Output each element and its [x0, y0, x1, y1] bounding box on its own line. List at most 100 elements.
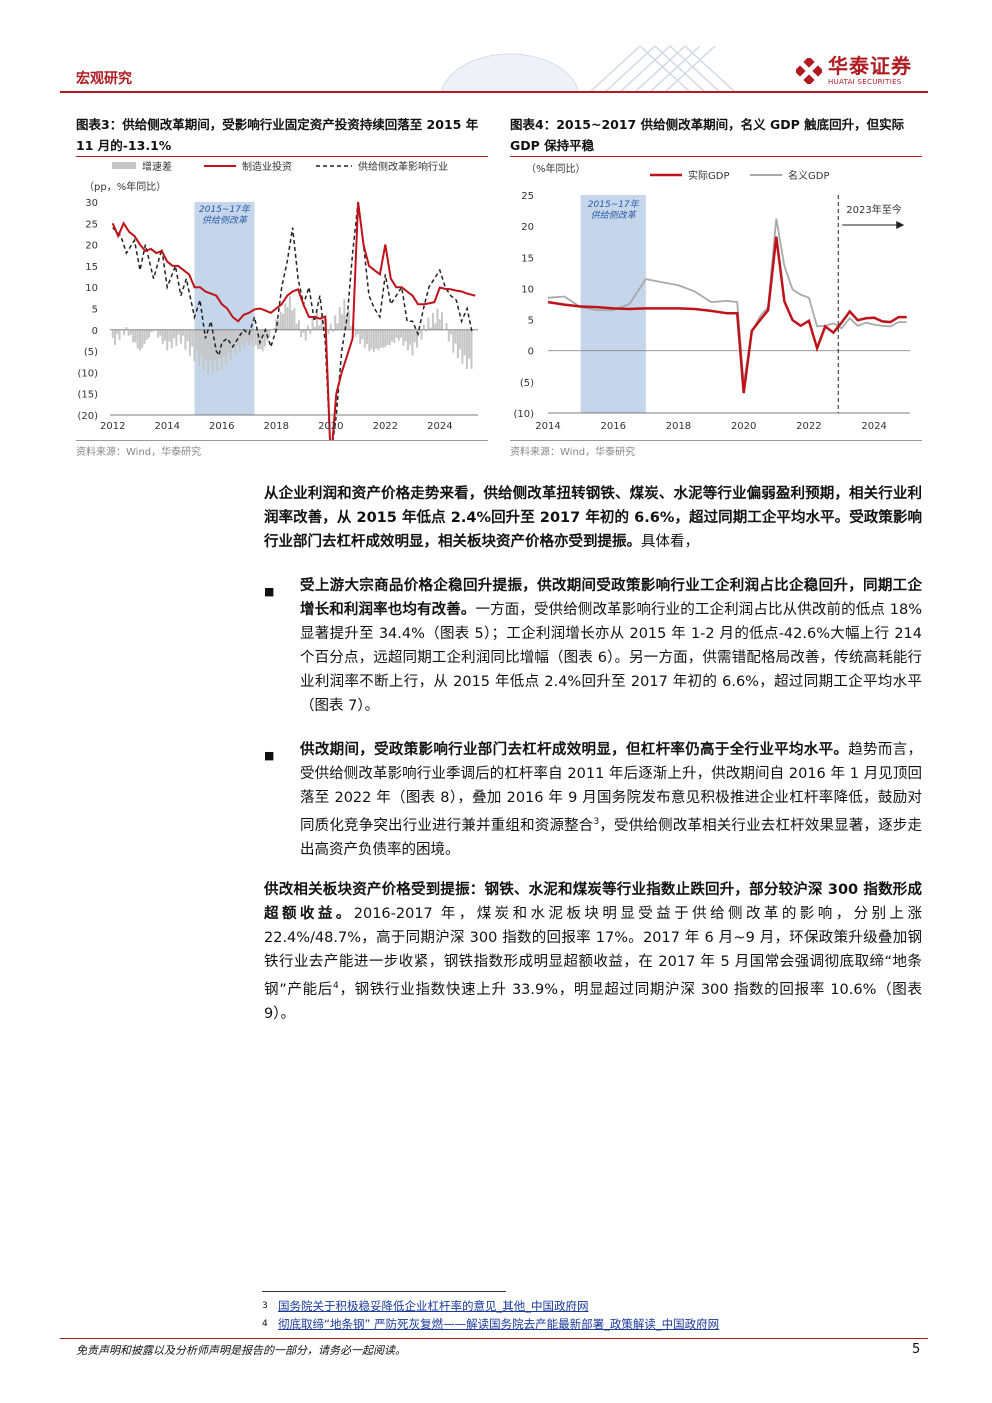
gap-bar — [116, 329, 119, 335]
y-tick-label: 30 — [85, 198, 98, 209]
gap-bar — [184, 329, 187, 350]
gap-bar — [157, 329, 160, 338]
gap-bar — [268, 329, 271, 338]
gap-bar — [250, 329, 253, 342]
bullet-paragraph-2: 供改期间，受政策影响行业部门去杠杆成效明显，但杠杆率仍高于全行业平均水平。趋势而… — [300, 738, 922, 862]
gap-bar — [313, 326, 316, 330]
gap-bar — [284, 303, 287, 330]
y-tick-label: (15) — [77, 390, 98, 401]
gap-bar — [125, 326, 128, 330]
gap-bar — [134, 329, 137, 343]
gap-bar — [257, 329, 260, 350]
gap-bar — [263, 329, 266, 347]
gap-bar — [379, 329, 382, 348]
manufacturing-line — [111, 201, 476, 440]
gap-bar — [334, 315, 337, 330]
figure-4-title-rule — [510, 156, 922, 157]
gap-bar — [225, 329, 228, 365]
gap-bar — [170, 329, 173, 349]
gap-bar — [470, 329, 473, 369]
bullet-1-bold: 受上游大宗商品价格企稳回升提振，供改期间受政策影响行业工企利润占比企稳回升，同期… — [300, 578, 922, 618]
gap-bar — [145, 329, 148, 341]
gap-bar — [154, 329, 157, 331]
footnote-3-link[interactable]: 国务院关于积极稳妥降低企业杠杆率的意见_其他_中国政府网 — [278, 1299, 589, 1313]
gap-bar — [234, 329, 237, 356]
gap-bar — [459, 329, 462, 350]
bullet-2-tail: ，受供给侧改革相关行业去杠杆效果显著，逐步走出高资产负债率的困境。 — [300, 817, 923, 858]
header-decoration — [440, 45, 736, 92]
x-tick-label: 2024 — [861, 421, 886, 432]
y-tick-label: 20 — [85, 241, 98, 252]
annotation-label: 2023年至今 — [846, 203, 901, 216]
gap-bar — [200, 329, 203, 356]
figure-3-bottom-rule — [76, 440, 488, 441]
gap-bar — [207, 329, 210, 375]
gap-bar — [148, 329, 151, 338]
gap-bar — [218, 329, 221, 359]
footnote-4-number: 4 — [262, 1319, 268, 1329]
gap-bar — [440, 311, 443, 330]
y-tick-label: (5) — [520, 378, 534, 389]
gap-bar — [175, 329, 178, 346]
gap-bar — [182, 329, 185, 336]
footnote-4-link[interactable]: 彻底取缔“地条钢” 严防死灰复燃——解读国务院去产能最新部署_政策解读_中国政府… — [278, 1317, 720, 1331]
gap-bar — [366, 329, 369, 345]
legend-label-supply-side: 供给侧改革影响行业 — [358, 160, 448, 173]
bullet-marker-2: ■ — [264, 749, 275, 762]
gap-bar — [195, 329, 198, 352]
gap-bar — [359, 329, 362, 345]
band-label-line1: 2015~17年 — [199, 204, 251, 215]
gap-bar — [341, 314, 344, 330]
gap-bar — [177, 329, 180, 335]
gap-bar — [279, 311, 282, 330]
x-tick-label: 2012 — [100, 421, 125, 432]
gap-bar — [111, 329, 114, 338]
gap-bar — [363, 329, 366, 348]
band-label-line1: 2015~17年 — [588, 199, 640, 210]
gap-bar — [259, 329, 262, 350]
gap-bar — [302, 329, 305, 333]
supply-side-line — [112, 201, 474, 440]
brand-name-en: HUATAI SECURITIES — [828, 78, 902, 86]
gap-bar — [320, 314, 323, 330]
gap-bar — [406, 329, 409, 351]
gap-bar — [243, 329, 246, 349]
legend-swatch-gap — [112, 162, 136, 169]
footnote-ref-4[interactable]: 4 — [333, 981, 339, 991]
band-label-line2: 供给侧改革 — [202, 215, 249, 226]
gap-bar — [311, 318, 314, 330]
gap-bar — [465, 329, 468, 369]
y-tick-label: 5 — [528, 316, 534, 327]
gap-bar — [309, 329, 312, 334]
gap-bar — [198, 329, 201, 366]
gap-bar — [336, 323, 339, 330]
y-tick-label: 5 — [92, 305, 98, 316]
gap-bar — [409, 329, 412, 345]
gap-bar — [391, 329, 394, 342]
intro-paragraph: 从企业利润和资产价格走势来看，供给侧改革扭转钢铁、煤炭、水泥等行业偏弱盈利预期，… — [264, 482, 922, 554]
gap-bar — [375, 329, 378, 349]
gap-bar — [241, 329, 244, 344]
gap-bar — [316, 310, 319, 330]
gap-bar — [232, 329, 235, 349]
gap-bar — [427, 317, 430, 330]
bullet-marker-1: ■ — [264, 585, 275, 598]
y-tick-label: 10 — [521, 284, 534, 295]
gap-bar — [288, 296, 291, 330]
x-tick-label: 2014 — [535, 421, 560, 432]
page-number: 5 — [912, 1342, 921, 1357]
gap-bar — [411, 329, 414, 356]
gap-bar — [179, 329, 182, 344]
gap-bar — [395, 329, 398, 338]
gap-bar — [434, 323, 437, 330]
gap-bar — [150, 329, 153, 333]
gap-bar — [127, 329, 130, 336]
gap-bar — [161, 329, 164, 345]
x-tick-label: 2018 — [264, 421, 289, 432]
x-tick-label: 2018 — [666, 421, 691, 432]
footnote-ref-3[interactable]: 3 — [593, 817, 600, 827]
gap-bar — [397, 329, 400, 341]
gap-bar — [402, 329, 405, 346]
gap-bar — [152, 329, 155, 332]
asset-price-paragraph: 供改相关板块资产价格受到提振：钢铁、水泥和煤炭等行业指数止跌回升，部分较沪深 3… — [264, 878, 922, 1026]
